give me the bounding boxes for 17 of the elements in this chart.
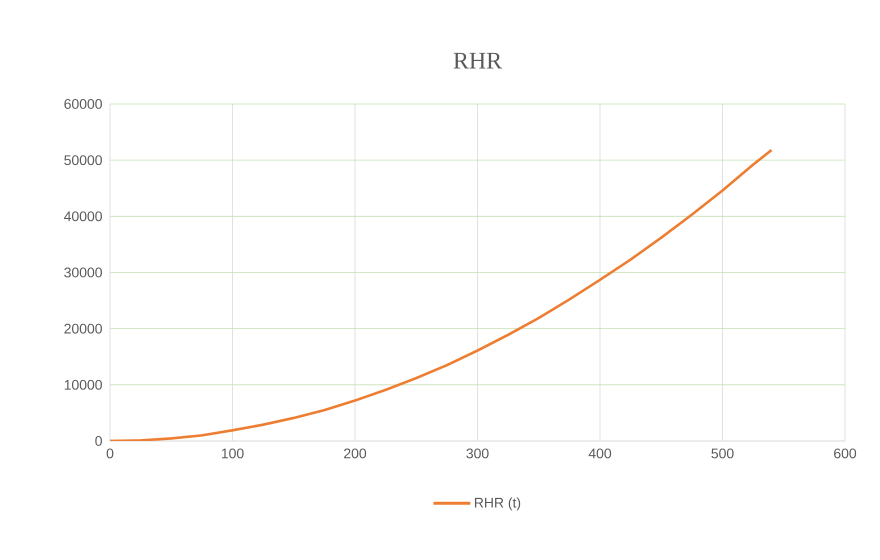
x-tick-label: 300 bbox=[466, 448, 489, 458]
y-tick-label: 10000 bbox=[64, 380, 102, 390]
x-tick-label: 0 bbox=[106, 448, 114, 458]
x-tick-label: 600 bbox=[834, 448, 856, 458]
y-tick-label: 60000 bbox=[64, 99, 102, 109]
chart-title: RHR bbox=[454, 52, 502, 68]
y-tick-label: 20000 bbox=[64, 324, 102, 334]
y-tick-label: 0 bbox=[95, 436, 102, 446]
legend-label: RHR (t) bbox=[474, 497, 520, 510]
y-tick-label: 30000 bbox=[64, 268, 102, 278]
y-tick-label: 40000 bbox=[64, 211, 102, 222]
x-tick-label: 500 bbox=[711, 448, 734, 458]
x-tick-label: 200 bbox=[344, 448, 366, 458]
x-tick-label: 100 bbox=[222, 448, 244, 458]
line-series bbox=[110, 148, 773, 441]
x-tick-label: 400 bbox=[588, 448, 612, 458]
y-tick-label: 50000 bbox=[64, 155, 102, 166]
